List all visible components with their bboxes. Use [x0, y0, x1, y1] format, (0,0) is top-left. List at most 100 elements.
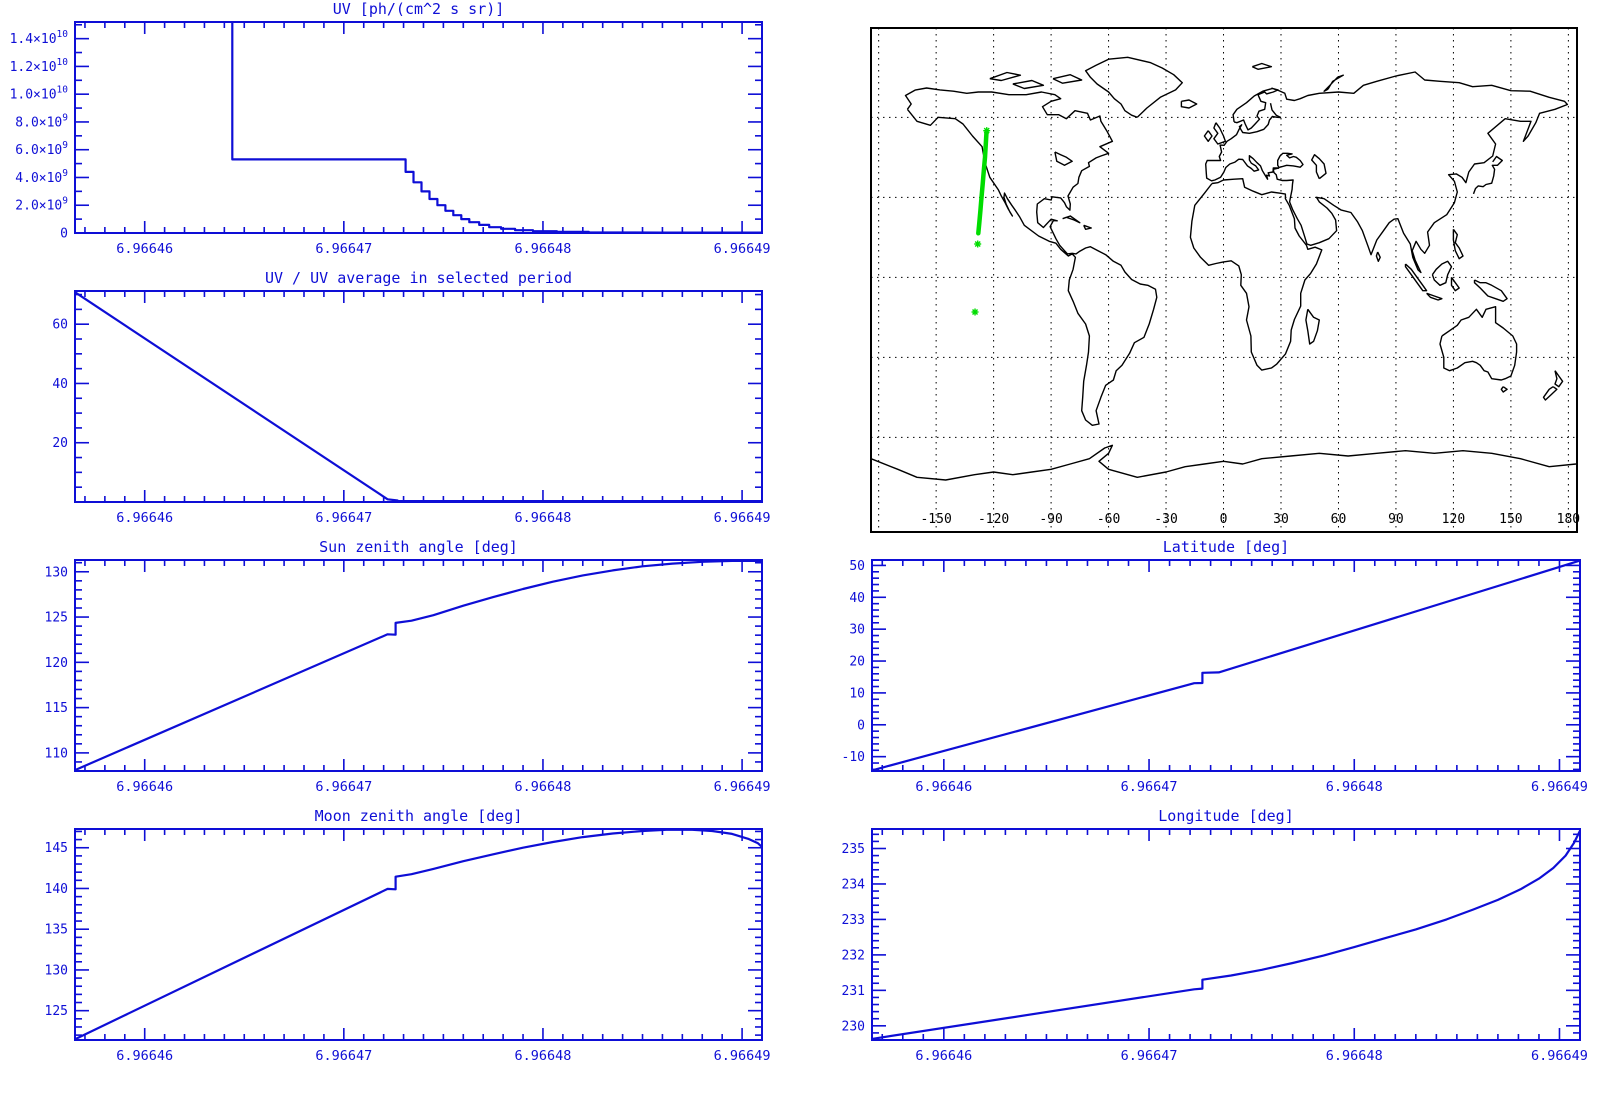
- map-coastlines: [870, 56, 1577, 481]
- map-lon-label: -30: [1154, 512, 1177, 527]
- uv-ytick-label: 2.0×109: [15, 196, 68, 214]
- uv-xtick-label: 6.96647: [315, 241, 372, 257]
- map-graticule: [871, 28, 1577, 532]
- map-lon-label: 30: [1273, 512, 1289, 527]
- sun-zenith-frame: [74, 559, 763, 772]
- latitude-ytick-label: 40: [849, 591, 865, 606]
- uv-ratio-xtick-label: 6.96649: [714, 510, 771, 526]
- sun-zenith-chart: Sun zenith angle [deg] 6.96646 6.96647 6.96…: [45, 538, 771, 795]
- latitude-ytick-label: 50: [849, 559, 865, 574]
- sun-zenith-ticks: [75, 560, 763, 772]
- uv-xtick-label: 6.96646: [116, 241, 173, 257]
- uv-ytick-label: 0: [60, 227, 68, 242]
- sun-zenith-ytick-label: 110: [45, 746, 68, 761]
- map-lon-label: -60: [1097, 512, 1120, 527]
- moon-zenith-chart: Moon zenith angle [deg] 6.96646 6.96647 6.9…: [45, 807, 771, 1064]
- latitude-xtick-label: 6.96646: [915, 779, 972, 795]
- uv-title: UV [ph/(cm^2 s sr)]: [333, 0, 505, 18]
- sun-zenith-xtick-label: 6.96649: [714, 779, 771, 795]
- latitude-xtick-label: 6.96649: [1531, 779, 1588, 795]
- uv-ratio-ytick-label: 60: [52, 318, 68, 333]
- map-lon-label: -150: [920, 512, 951, 527]
- latitude-frame: [871, 559, 1581, 772]
- latitude-title: Latitude [deg]: [1163, 538, 1289, 556]
- moon-zenith-xtick-label: 6.96648: [515, 1048, 572, 1064]
- sun-zenith-title: Sun zenith angle [deg]: [319, 538, 518, 556]
- longitude-frame: [871, 828, 1581, 1041]
- uv-ratio-chart: UV / UV average in selected period 6.9664…: [52, 269, 770, 526]
- map-lon-label: 180: [1557, 512, 1580, 527]
- latitude-ytick-label: 10: [849, 686, 865, 701]
- uv-ratio-ytick-label: 20: [52, 436, 68, 451]
- uv-ytick-label: 4.0×109: [15, 168, 68, 186]
- sun-zenith-xtick-label: 6.96646: [116, 779, 173, 795]
- longitude-xtick-label: 6.96646: [915, 1048, 972, 1064]
- uv-ratio-title: UV / UV average in selected period: [265, 269, 572, 287]
- sun-zenith-ytick-label: 125: [45, 611, 68, 626]
- map-lon-label: 60: [1331, 512, 1347, 527]
- sun-zenith-ytick-label: 115: [45, 701, 68, 716]
- world-map: -150 -120 -90 -60 -30 0 30 60 90 120 150 180: [870, 27, 1580, 533]
- uv-series-line: [231, 22, 762, 234]
- longitude-ytick-label: 233: [842, 913, 865, 928]
- latitude-series-line: [871, 559, 1581, 772]
- latitude-ytick-label: 30: [849, 623, 865, 638]
- map-lon-label: 150: [1499, 512, 1522, 527]
- longitude-xtick-label: 6.96649: [1531, 1048, 1588, 1064]
- ground-track: [976, 129, 989, 236]
- latitude-ticks: [872, 560, 1581, 771]
- uv-chart: UV [ph/(cm^2 s sr)] 6.96646 6.96647 6.96648…: [10, 0, 771, 257]
- moon-zenith-series-line: [74, 828, 763, 1041]
- moon-zenith-ytick-label: 125: [45, 1004, 68, 1019]
- map-lon-label: 90: [1388, 512, 1404, 527]
- uv-ratio-xtick-label: 6.96648: [515, 510, 572, 526]
- uv-ratio-frame: [74, 290, 763, 503]
- longitude-xtick-label: 6.96648: [1326, 1048, 1383, 1064]
- uv-xtick-label: 6.96649: [714, 241, 771, 257]
- latitude-xtick-label: 6.96648: [1326, 779, 1383, 795]
- uv-ytick-label: 6.0×109: [15, 140, 68, 158]
- uv-ticks: [75, 22, 763, 234]
- moon-zenith-frame: [74, 828, 763, 1041]
- latitude-ytick-label: 0: [857, 718, 865, 733]
- latitude-ytick-label: -10: [842, 750, 865, 765]
- longitude-ytick-label: 230: [842, 1019, 865, 1034]
- longitude-xtick-label: 6.96647: [1121, 1048, 1178, 1064]
- longitude-series-line: [871, 830, 1581, 1040]
- moon-zenith-xtick-label: 6.96646: [116, 1048, 173, 1064]
- moon-zenith-ytick-label: 140: [45, 882, 68, 897]
- uv-ytick-label: 8.0×109: [15, 112, 68, 130]
- latitude-xtick-label: 6.96647: [1121, 779, 1178, 795]
- moon-zenith-ytick-label: 135: [45, 923, 68, 938]
- sun-zenith-xtick-label: 6.96647: [315, 779, 372, 795]
- uv-ratio-series-line: [74, 291, 762, 503]
- latitude-chart: Latitude [deg] 6.96646 6.96647 6.96648 6.966…: [842, 538, 1588, 795]
- moon-zenith-ytick-label: 130: [45, 963, 68, 978]
- uv-frame: [74, 21, 763, 234]
- longitude-ticks: [872, 829, 1581, 1041]
- longitude-ytick-label: 231: [842, 984, 865, 999]
- sun-zenith-ytick-label: 130: [45, 565, 68, 580]
- longitude-ytick-label: 235: [842, 842, 865, 857]
- longitude-ytick-label: 232: [842, 948, 865, 963]
- longitude-ytick-label: 234: [842, 877, 866, 892]
- moon-zenith-xtick-label: 6.96647: [315, 1048, 372, 1064]
- map-lon-label: -120: [978, 512, 1009, 527]
- sun-zenith-xtick-label: 6.96648: [515, 779, 572, 795]
- map-lon-label: 0: [1220, 512, 1228, 527]
- latitude-ytick-label: 20: [849, 655, 865, 670]
- uv-ratio-ticks: [75, 291, 763, 503]
- ground-track-markers: [971, 127, 991, 316]
- longitude-chart: Longitude [deg] 6.96646 6.96647 6.96648 6.96…: [842, 807, 1588, 1064]
- uv-ytick-label: 1.0×1010: [10, 85, 69, 103]
- moon-zenith-title: Moon zenith angle [deg]: [315, 807, 523, 825]
- uv-ratio-ytick-label: 40: [52, 377, 68, 392]
- uv-ratio-xtick-label: 6.96647: [315, 510, 372, 526]
- uv-xtick-label: 6.96648: [515, 241, 572, 257]
- uv-ytick-label: 1.4×1010: [10, 29, 69, 47]
- moon-zenith-xtick-label: 6.96649: [714, 1048, 771, 1064]
- moon-zenith-ticks: [75, 829, 763, 1040]
- sun-zenith-series-line: [74, 559, 762, 772]
